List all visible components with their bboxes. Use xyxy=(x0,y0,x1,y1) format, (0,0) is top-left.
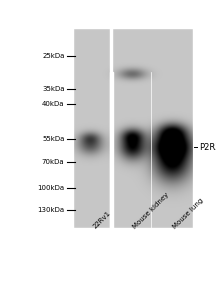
Text: 100kDa: 100kDa xyxy=(37,185,65,191)
Bar xyxy=(110,72,113,271)
Text: 25kDa: 25kDa xyxy=(42,53,65,59)
Text: 22Rv1: 22Rv1 xyxy=(92,210,112,230)
Text: 35kDa: 35kDa xyxy=(42,86,65,92)
Text: 130kDa: 130kDa xyxy=(37,207,65,213)
Text: Mouse kidney: Mouse kidney xyxy=(132,192,170,230)
Text: Mouse lung: Mouse lung xyxy=(172,197,205,230)
Text: 55kDa: 55kDa xyxy=(42,136,65,142)
Text: P2RX4: P2RX4 xyxy=(199,142,216,152)
Text: 70kDa: 70kDa xyxy=(42,159,65,165)
Text: 40kDa: 40kDa xyxy=(42,101,65,107)
